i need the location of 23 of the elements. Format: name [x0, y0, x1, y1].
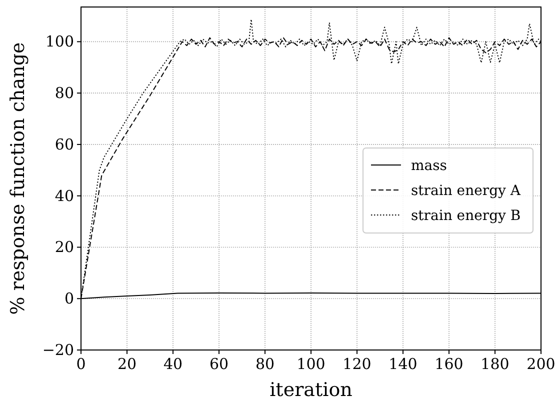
x-tick-label: 120 — [342, 355, 372, 373]
x-tick-label: 80 — [255, 355, 275, 373]
y-tick-label: 20 — [54, 238, 74, 256]
x-tick-label: 20 — [117, 355, 137, 373]
x-tick-label: 60 — [209, 355, 229, 373]
x-tick-label: 40 — [163, 355, 183, 373]
x-tick-label: 200 — [526, 355, 556, 373]
x-tick-label: 160 — [434, 355, 464, 373]
y-tick-label: −20 — [42, 341, 74, 359]
y-tick-label: 0 — [64, 290, 74, 308]
legend-label: strain energy A — [411, 183, 522, 199]
legend-label: mass — [411, 158, 447, 174]
x-tick-label: 0 — [76, 355, 86, 373]
y-axis-title: % response function change — [7, 42, 29, 315]
y-tick-label: 100 — [45, 32, 74, 51]
legend-label: strain energy B — [411, 208, 521, 224]
y-tick-label: 40 — [54, 186, 74, 205]
x-tick-label: 140 — [388, 355, 418, 373]
x-tick-label: 100 — [296, 355, 326, 373]
x-tick-label: 180 — [480, 355, 510, 373]
y-tick-label: 60 — [54, 135, 74, 154]
x-axis-title: iteration — [270, 379, 352, 401]
y-tick-label: 80 — [54, 84, 74, 102]
